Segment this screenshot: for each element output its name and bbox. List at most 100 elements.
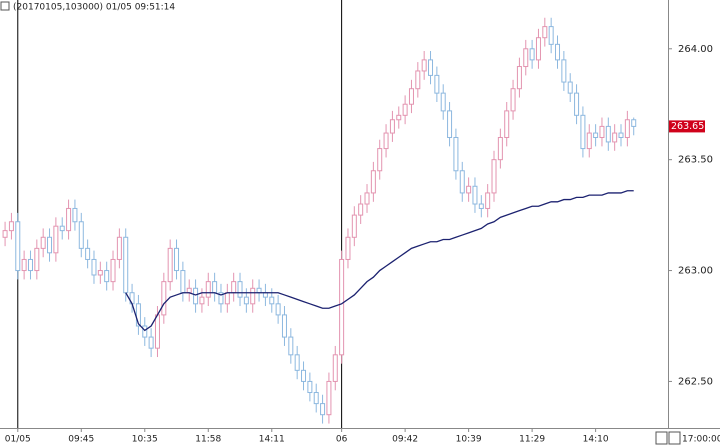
candle-body — [593, 132, 599, 138]
candle-body — [212, 281, 218, 294]
candle-body — [85, 247, 91, 260]
candle-body — [218, 292, 224, 305]
candle-body — [516, 66, 522, 90]
candle-body — [294, 354, 300, 371]
candle-body — [174, 247, 180, 272]
candle-body — [535, 37, 541, 61]
x-tick-label: 09:45 — [68, 435, 94, 445]
candle-body — [154, 314, 160, 349]
x-tick-label: 11:58 — [195, 435, 221, 445]
candle-body — [313, 392, 319, 405]
candle-body — [339, 258, 345, 356]
candle-body — [574, 92, 580, 116]
candle-body — [47, 236, 53, 254]
x-tick-label: 09:42 — [392, 435, 418, 445]
candle-body — [180, 270, 186, 294]
candle-body — [453, 136, 459, 172]
candle-body — [529, 48, 535, 61]
candle-body — [269, 296, 275, 305]
candle-body — [345, 236, 351, 260]
candle-body — [2, 230, 8, 238]
x-tick-label: 01/05 — [5, 435, 31, 445]
candle-body — [466, 185, 472, 194]
candle-body — [561, 59, 567, 83]
candle-body — [199, 296, 205, 305]
candle-body — [59, 225, 65, 232]
y-tick-label: 262.50 — [678, 376, 713, 387]
candle-body — [548, 26, 554, 45]
pen-icon[interactable] — [655, 431, 668, 445]
candle-body — [440, 92, 446, 112]
candle-body — [161, 281, 167, 316]
candle-body — [262, 292, 268, 298]
last-price-box — [669, 120, 705, 133]
y-tick-label: 263.00 — [678, 266, 713, 277]
candle-body — [497, 136, 503, 161]
x-tick-label: 14:10 — [583, 435, 609, 445]
candle-body — [370, 170, 376, 194]
candle-body — [53, 225, 59, 254]
candle-body — [415, 70, 421, 90]
candle-body — [91, 258, 97, 276]
x-tick-label: 10:39 — [456, 435, 482, 445]
corner-time: 17:00:00 — [682, 435, 720, 445]
x-tick-label: 06 — [336, 435, 348, 445]
candle-body — [288, 336, 294, 356]
candle-body — [612, 132, 618, 143]
candle-body — [504, 110, 510, 138]
candle-body — [301, 369, 307, 382]
candle-body — [478, 203, 484, 209]
candle-body — [408, 88, 414, 105]
candle-body — [135, 303, 141, 327]
moving-average — [125, 190, 634, 332]
candle-body — [224, 292, 230, 305]
candle-body — [332, 354, 338, 382]
candle-body — [389, 119, 395, 134]
candle-body — [231, 281, 237, 294]
candle-body — [40, 236, 46, 249]
candle-body — [78, 221, 84, 249]
candle-body — [555, 43, 561, 61]
candle-body — [34, 247, 40, 272]
candle-body — [586, 132, 592, 150]
candle-body — [396, 114, 402, 121]
candle-body — [491, 159, 497, 194]
zoom-icon[interactable] — [668, 431, 681, 445]
candle-body — [243, 296, 249, 305]
candle-body — [186, 287, 192, 294]
candle-body — [402, 103, 408, 116]
candle-body — [66, 207, 72, 232]
chart-header: (20170105,103000) 01/05 09:51:14 — [13, 3, 175, 13]
candle-body — [510, 88, 516, 112]
candle-body — [542, 26, 548, 39]
candle-body — [104, 270, 110, 283]
candle-body — [27, 258, 33, 272]
candle-body — [320, 403, 326, 416]
candle-body — [383, 132, 389, 150]
collapse-icon[interactable] — [0, 1, 10, 11]
x-tick-label: 14:11 — [259, 435, 285, 445]
candle-body — [250, 287, 256, 305]
candle-body — [447, 110, 453, 138]
candle-body — [21, 258, 27, 272]
x-tick-label: 10:35 — [132, 435, 158, 445]
candle-body — [8, 221, 14, 232]
candle-body — [307, 380, 313, 394]
candle-body — [142, 325, 148, 338]
y-tick-label: 263.50 — [678, 155, 713, 166]
candle-body — [351, 214, 357, 238]
candle-body — [205, 281, 211, 298]
x-tick-label: 11:29 — [519, 435, 545, 445]
candle-body — [15, 221, 21, 272]
candle-body — [618, 132, 624, 138]
candle-body — [97, 270, 103, 276]
candle-body — [326, 380, 332, 416]
candle-body — [605, 125, 611, 143]
candle-body — [364, 192, 370, 205]
candle-body — [567, 81, 573, 94]
candle-body — [193, 287, 199, 305]
candle-body — [377, 148, 383, 172]
last-price-label: 263.65 — [671, 121, 704, 132]
